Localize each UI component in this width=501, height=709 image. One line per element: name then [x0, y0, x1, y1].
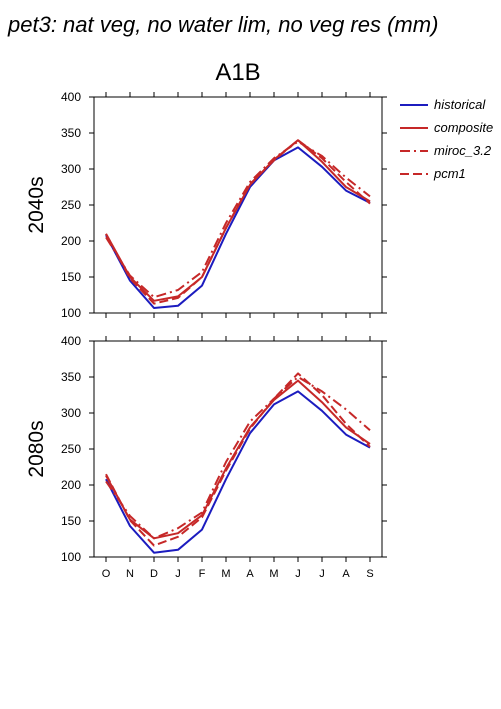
- series-line-historical: [105, 390, 371, 554]
- y-tick-label: 200: [61, 478, 81, 492]
- y-tick-label: 350: [61, 126, 81, 140]
- y-tick-label: 400: [61, 90, 81, 104]
- panel-ylabel: 2040s: [25, 176, 48, 233]
- x-tick-label: A: [342, 568, 350, 580]
- y-tick-label: 300: [61, 162, 81, 176]
- x-tick-label: S: [366, 568, 373, 580]
- y-tick-label: 350: [61, 370, 81, 384]
- legend-label: miroc_3.2: [434, 143, 492, 158]
- panel-2080s: 100 150 200 250 300 350 400 O N D J F M A M J J A S 2080s: [25, 334, 387, 580]
- legend-label: historical: [434, 97, 486, 112]
- x-tick-label: M: [269, 568, 278, 580]
- series-line-miroc_3.2: [105, 376, 371, 540]
- x-tick-label: D: [150, 568, 158, 580]
- legend-label: composite: [434, 120, 493, 135]
- y-tick-label: 300: [61, 406, 81, 420]
- x-tick-label: J: [295, 568, 301, 580]
- series-line-composite: [105, 379, 371, 540]
- series-line-pcm1: [105, 372, 371, 547]
- series-line-pcm1: [105, 139, 371, 305]
- series-line-composite: [105, 139, 371, 302]
- x-tick-label: N: [126, 568, 134, 580]
- legend: historical composite miroc_3.2 pcm1: [400, 97, 493, 181]
- y-tick-label: 100: [61, 550, 81, 564]
- y-tick-label: 150: [61, 270, 81, 284]
- panels: 100 150 200 250 300 350 400 2040s 100 150 200 250 30…: [25, 90, 387, 580]
- x-tick-label: M: [221, 568, 230, 580]
- x-tick-label: J: [319, 568, 325, 580]
- panel-ylabel: 2080s: [25, 420, 48, 477]
- y-tick-label: 250: [61, 198, 81, 212]
- x-tick-label: J: [175, 568, 181, 580]
- y-tick-label: 200: [61, 234, 81, 248]
- legend-item-composite: composite: [400, 120, 493, 135]
- x-tick-label: F: [199, 568, 206, 580]
- scenario-title: A1B: [215, 59, 260, 86]
- series-line-historical: [105, 146, 371, 309]
- series-line-miroc_3.2: [105, 140, 371, 299]
- legend-item-miroc_3.2: miroc_3.2: [400, 143, 492, 158]
- x-tick-label: A: [246, 568, 254, 580]
- y-tick-label: 250: [61, 442, 81, 456]
- y-tick-label: 150: [61, 514, 81, 528]
- legend-label: pcm1: [433, 166, 466, 181]
- x-tick-label: O: [102, 568, 111, 580]
- y-tick-label: 100: [61, 306, 81, 320]
- legend-item-pcm1: pcm1: [400, 166, 466, 181]
- y-tick-label: 400: [61, 334, 81, 348]
- page-title: pet3: nat veg, no water lim, no veg res …: [7, 12, 438, 37]
- legend-item-historical: historical: [400, 97, 486, 112]
- panel-2040s: 100 150 200 250 300 350 400 2040s: [25, 90, 387, 320]
